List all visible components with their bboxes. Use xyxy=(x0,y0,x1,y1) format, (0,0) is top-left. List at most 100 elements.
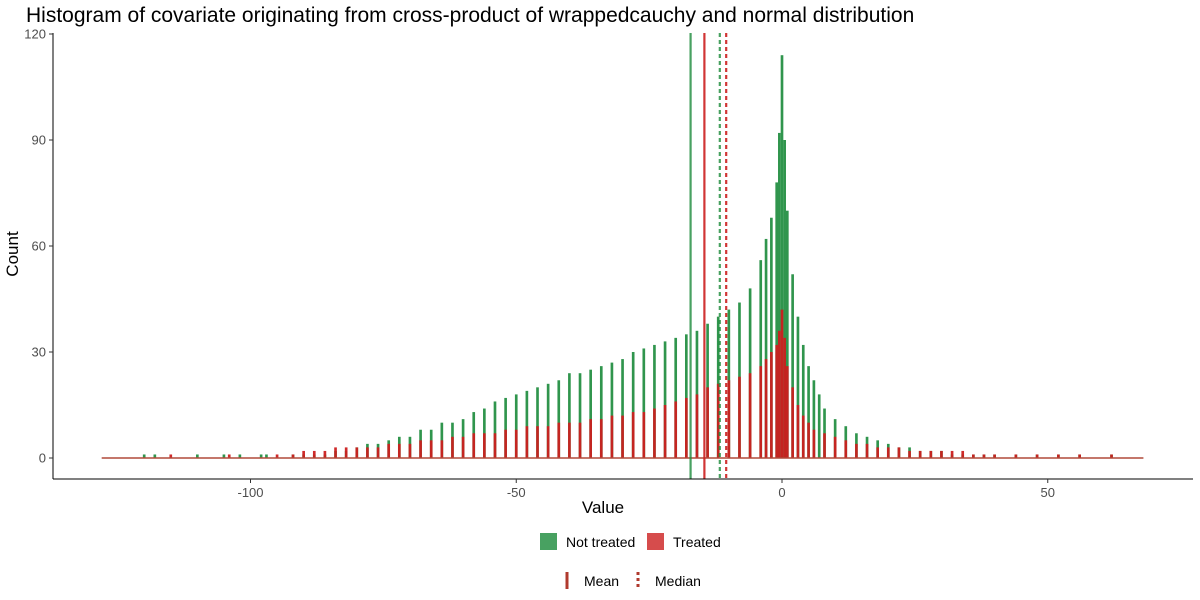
bar-not-treated-43 xyxy=(674,337,678,458)
bar-not-treated-29 xyxy=(525,390,529,458)
bar-not-treated-58 xyxy=(785,210,789,458)
bar-treated-79 xyxy=(1057,454,1060,458)
y-tick-label-90: 90 xyxy=(32,133,46,148)
bar-treated-65 xyxy=(876,447,879,458)
bar-not-treated-34 xyxy=(578,373,582,458)
legend-swatch-not-treated xyxy=(540,533,557,550)
bar-treated-66 xyxy=(886,447,890,458)
bar-treated-64 xyxy=(865,443,869,458)
bar-not-treated-33 xyxy=(568,373,571,458)
bar-treated-21 xyxy=(483,433,486,458)
bar-not-treated-37 xyxy=(610,362,614,458)
bar-not-treated-25 xyxy=(483,408,486,458)
bar-treated-60 xyxy=(823,433,826,458)
bar-not-treated-38 xyxy=(621,359,624,458)
bar-not-treated-55 xyxy=(778,132,781,458)
y-tick-label-120: 120 xyxy=(24,27,46,42)
bar-treated-41 xyxy=(695,394,699,458)
legend-label-not-treated: Not treated xyxy=(566,534,635,550)
bar-treated-54 xyxy=(785,366,789,458)
bar-treated-27 xyxy=(546,426,550,458)
x-tick-label-50: 50 xyxy=(1041,485,1055,500)
bar-not-treated-39 xyxy=(631,352,635,458)
bar-treated-13 xyxy=(397,443,401,458)
bar-treated-38 xyxy=(663,405,667,458)
x-tick-label--50: -50 xyxy=(507,485,526,500)
bar-treated-33 xyxy=(610,415,614,458)
bar-treated-34 xyxy=(621,415,624,458)
legend-label-treated: Treated xyxy=(673,534,721,550)
bar-not-treated-64 xyxy=(817,394,821,458)
bar-not-treated-60 xyxy=(796,316,800,458)
bar-not-treated-28 xyxy=(514,394,518,458)
x-axis-ticks: -100 -50 0 50 xyxy=(237,479,1055,500)
bar-treated-17 xyxy=(440,440,444,458)
bar-treated-12 xyxy=(387,443,391,458)
bar-treated-8 xyxy=(344,447,348,458)
bar-treated-2 xyxy=(275,454,279,458)
bar-not-treated-62 xyxy=(807,366,810,458)
bar-treated-71 xyxy=(940,450,943,458)
bar-not-treated-30 xyxy=(536,387,539,458)
y-axis-ticks: 0 30 60 90 120 xyxy=(24,27,53,466)
bar-treated-44 xyxy=(727,380,731,458)
bar-treated-69 xyxy=(918,450,922,458)
bar-treated-20 xyxy=(472,433,476,458)
bar-not-treated-53 xyxy=(770,217,773,458)
bar-not-treated-56 xyxy=(780,55,784,458)
bar-treated-6 xyxy=(323,450,327,458)
bar-treated-75 xyxy=(982,454,986,458)
bar-treated-59 xyxy=(812,429,816,458)
bar-treated-24 xyxy=(514,429,518,458)
bar-treated-35 xyxy=(631,412,635,458)
bar-treated-28 xyxy=(557,422,561,458)
legend-label-median: Median xyxy=(655,573,701,589)
bar-treated-43 xyxy=(716,383,720,458)
bar-treated-58 xyxy=(807,422,810,458)
bar-not-treated-40 xyxy=(642,348,646,458)
bar-not-treated-59 xyxy=(791,274,794,458)
bar-treated-14 xyxy=(408,443,412,458)
bar-not-treated-44 xyxy=(685,334,688,458)
bar-treated-74 xyxy=(972,454,975,458)
bar-treated-42 xyxy=(706,387,709,458)
bar-treated-39 xyxy=(674,401,678,458)
bar-not-treated-41 xyxy=(653,344,656,458)
bar-treated-10 xyxy=(366,447,369,458)
reference-lines xyxy=(689,33,728,479)
bar-treated-9 xyxy=(355,447,359,458)
bar-treated-47 xyxy=(759,366,763,458)
bar-treated-61 xyxy=(833,436,837,458)
bar-not-treated-35 xyxy=(589,369,592,458)
bar-treated-1 xyxy=(227,454,231,458)
bar-not-treated-51 xyxy=(759,260,763,458)
bar-not-treated-65 xyxy=(823,408,826,458)
bar-treated-16 xyxy=(429,440,433,458)
bar-treated-15 xyxy=(419,440,422,458)
bar-treated-7 xyxy=(334,447,337,458)
bar-treated-48 xyxy=(764,359,768,458)
legend-fill: Not treated Treated xyxy=(540,533,721,550)
x-tick-label--100: -100 xyxy=(237,485,263,500)
bar-treated-56 xyxy=(796,405,800,458)
bar-treated-22 xyxy=(493,433,497,458)
bar-treated-76 xyxy=(993,454,996,458)
bar-treated-40 xyxy=(685,397,688,458)
bar-treated-72 xyxy=(950,450,954,458)
bar-not-treated-6 xyxy=(265,454,268,458)
bar-treated-5 xyxy=(312,450,316,458)
bar-not-treated-2 xyxy=(196,454,199,458)
bar-not-treated-3 xyxy=(222,454,226,458)
chart-title: Histogram of covariate originating from … xyxy=(26,4,914,27)
bar-treated-0 xyxy=(169,454,173,458)
bar-treated-63 xyxy=(855,443,858,458)
bar-treated-70 xyxy=(929,450,933,458)
bar-not-treated-36 xyxy=(599,366,603,458)
bar-treated-19 xyxy=(461,436,465,458)
bar-not-treated-42 xyxy=(663,341,667,458)
bar-not-treated-27 xyxy=(504,397,507,458)
series-not-treated-bars xyxy=(142,55,1113,458)
bar-treated-78 xyxy=(1035,454,1039,458)
y-tick-label-30: 30 xyxy=(32,345,46,360)
